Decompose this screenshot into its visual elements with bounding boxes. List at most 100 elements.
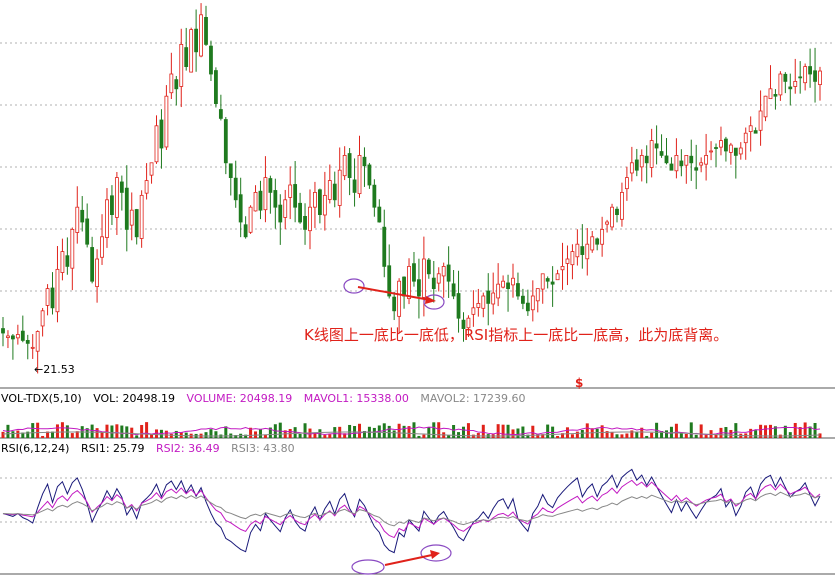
volume-bar <box>95 428 99 438</box>
candle-body <box>100 236 104 258</box>
volume-bar <box>437 422 441 438</box>
candle-body <box>402 276 406 297</box>
candle-body <box>600 228 605 245</box>
volume-bar <box>798 427 802 438</box>
candle-body <box>476 302 481 308</box>
candle-body <box>288 184 293 198</box>
volume-bar <box>541 434 545 438</box>
price-divergence-arrow <box>357 286 431 301</box>
volume-bar <box>595 428 599 438</box>
volume-bar <box>580 429 584 438</box>
candle-body <box>595 238 600 245</box>
candle-body <box>778 73 783 96</box>
volume-bar <box>605 431 609 438</box>
rsi1-value: RSI1: 25.79 <box>80 442 145 455</box>
candle-body <box>65 255 70 267</box>
candle-body <box>421 258 426 298</box>
candle-body <box>501 280 506 288</box>
candle-body <box>585 243 590 260</box>
volume-bar <box>768 424 772 438</box>
candle-body <box>605 221 609 225</box>
volume-bar <box>471 434 475 438</box>
volume-mavol2-value: MAVOL2: 17239.60 <box>420 392 526 405</box>
volume-bar <box>204 432 208 438</box>
volume-bar <box>358 423 362 438</box>
candle-body <box>283 199 288 218</box>
candle-body <box>293 184 298 208</box>
candle-body <box>119 181 124 193</box>
candle-body <box>70 228 75 269</box>
volume-bar <box>234 435 238 438</box>
volume-bar <box>164 430 168 438</box>
volume-bar <box>387 425 391 438</box>
candle-body <box>278 204 283 223</box>
volume-bar <box>362 431 366 438</box>
volume-bar <box>689 422 693 438</box>
candle-body <box>738 147 743 155</box>
candle-body <box>471 307 476 315</box>
candle-body <box>491 292 496 305</box>
volume-bar <box>174 430 178 438</box>
candle-body <box>105 199 109 238</box>
candle-body <box>55 268 60 313</box>
volume-bar <box>313 432 317 438</box>
volume-bar <box>412 422 416 438</box>
candle-body <box>634 159 639 171</box>
volume-bar <box>224 426 228 438</box>
volume-bar <box>803 422 807 438</box>
candle-body <box>768 88 773 100</box>
candle-body <box>199 14 203 57</box>
candle-body <box>516 283 520 297</box>
candle-body <box>134 209 139 238</box>
candle-body <box>35 331 40 352</box>
candle-body <box>174 79 179 90</box>
volume-bar <box>209 429 213 438</box>
volume-bar <box>85 428 89 438</box>
candle-body <box>223 119 228 164</box>
candle-body <box>521 295 525 304</box>
volume-bar <box>372 427 376 438</box>
candle-body <box>733 147 738 156</box>
candle-body <box>758 110 763 131</box>
candle-body <box>620 191 624 220</box>
volume-bar <box>150 434 154 438</box>
candle-body <box>377 206 382 223</box>
candle-body <box>709 150 713 153</box>
volume-bar <box>788 432 792 438</box>
candle-body <box>337 169 342 206</box>
candle-body <box>540 273 545 290</box>
candle-body <box>728 144 733 153</box>
candle-body <box>124 187 129 230</box>
volume-header: VOL-TDX(5,10) VOL: 20498.19 VOLUME: 2049… <box>1 392 534 405</box>
rsi3-value: RSI3: 43.80 <box>231 442 295 455</box>
volume-bar <box>51 431 55 438</box>
candle-body <box>139 194 144 239</box>
volume-bar <box>402 425 406 438</box>
candle-body <box>555 273 560 281</box>
volume-bar <box>660 431 664 438</box>
volume-bar <box>21 432 25 438</box>
volume-bar <box>511 429 515 438</box>
candle-body <box>451 283 456 297</box>
rsi2-value: RSI2: 36.49 <box>156 442 220 455</box>
volume-bar <box>343 433 347 438</box>
candle-body <box>545 278 550 282</box>
candle-body <box>466 317 471 329</box>
candle-body <box>154 125 159 163</box>
candle-body <box>793 81 798 87</box>
candle-body <box>615 208 619 215</box>
volume-bar <box>75 431 79 438</box>
volume-mavol1-value: MAVOL1: 15338.00 <box>303 392 409 405</box>
volume-bar <box>734 423 738 438</box>
candle-body <box>1 328 5 334</box>
candle-body <box>694 167 699 171</box>
volume-bar <box>36 422 40 438</box>
rsi-low1-ellipse <box>351 559 385 575</box>
candle-body <box>624 177 629 190</box>
candle-body <box>525 302 530 312</box>
volume-bar <box>422 434 426 438</box>
candle-body <box>322 194 327 216</box>
candle-body <box>313 191 317 208</box>
volume-bar <box>417 435 421 438</box>
volume-bar <box>140 424 144 438</box>
